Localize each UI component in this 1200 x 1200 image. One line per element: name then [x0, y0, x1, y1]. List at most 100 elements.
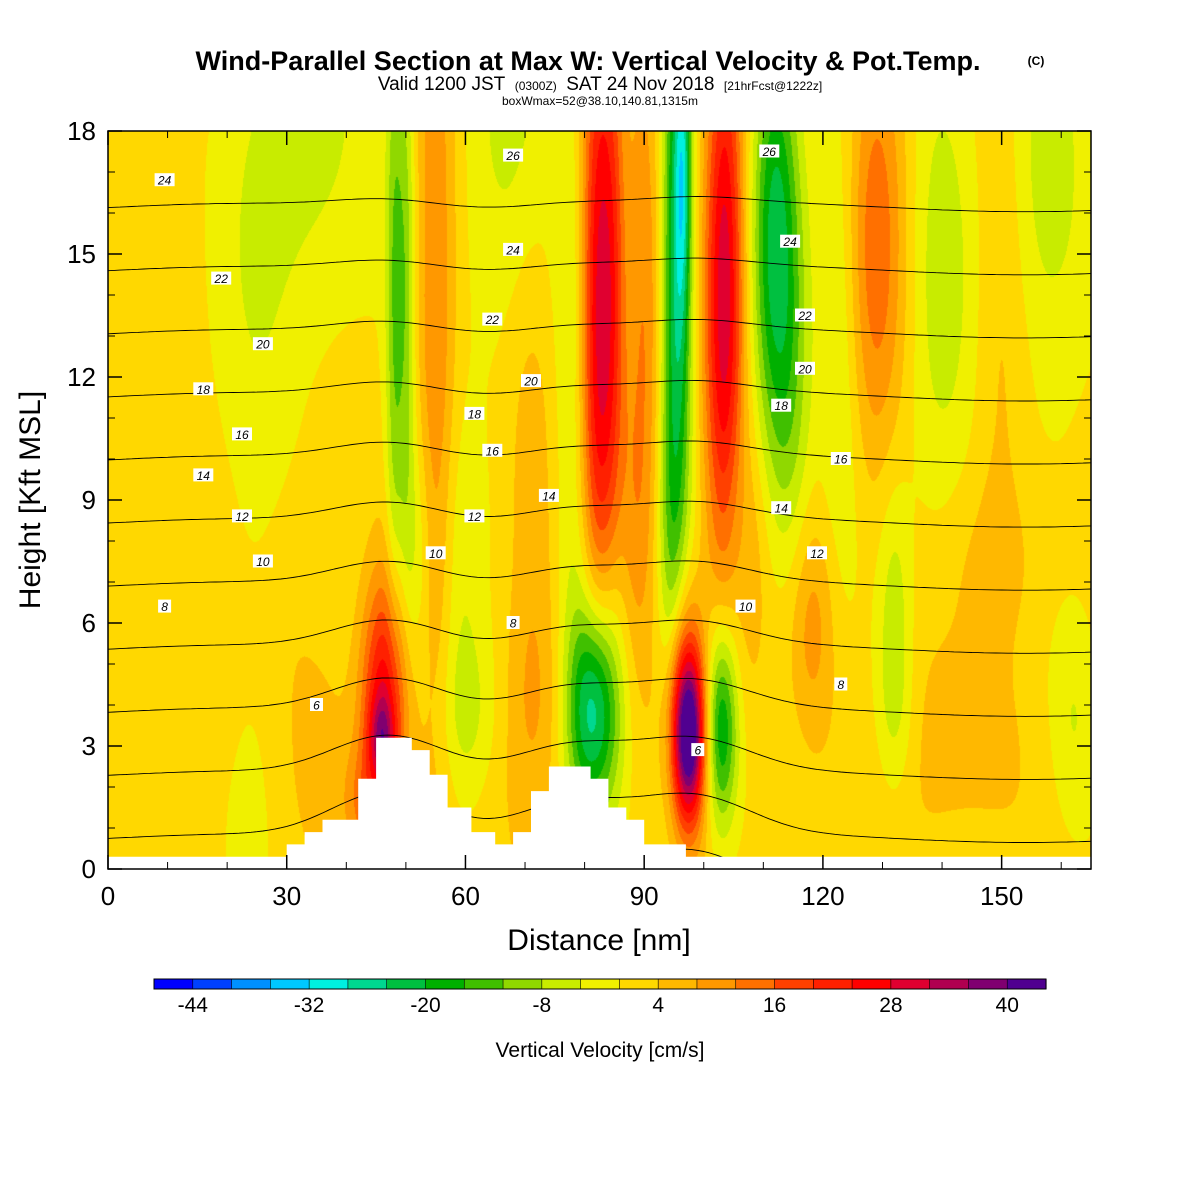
theta-contour-14 — [108, 560, 1091, 591]
contour-label-10: 10 — [252, 554, 273, 569]
contour-label-box — [771, 398, 792, 412]
contour-label-box — [232, 427, 252, 441]
contour-label-box — [759, 144, 780, 158]
colorbar-swatch — [774, 979, 814, 989]
contour-label-box — [252, 337, 273, 351]
colorbar-swatch — [619, 979, 659, 989]
contour-label-text: 8 — [510, 617, 517, 631]
contour-label-text: 18 — [468, 407, 482, 421]
colorbar-label: 4 — [652, 994, 664, 1017]
copyright-mark: (C) — [1028, 54, 1045, 68]
contour-label-box — [482, 443, 503, 457]
colorbar-swatch — [735, 979, 776, 989]
contour-label-text: 12 — [235, 510, 249, 524]
contour-label-text: 20 — [255, 338, 270, 352]
contour-label-box — [830, 452, 851, 465]
contour-label-box — [464, 406, 485, 420]
contour-label-text: 22 — [214, 272, 229, 286]
contour-label-26: 26 — [759, 144, 780, 159]
colorbar-swatch — [231, 979, 271, 989]
contour-label-text: 10 — [739, 600, 753, 614]
colorbar-label: -44 — [178, 994, 209, 1017]
contour-label-text: 10 — [256, 555, 270, 569]
contour-label-text: 18 — [197, 383, 211, 397]
contour-label-text: 14 — [775, 502, 789, 516]
contour-label-6: 6 — [310, 698, 323, 713]
contour-label-box — [506, 616, 520, 629]
contour-label-18: 18 — [464, 406, 485, 421]
contour-label-6: 6 — [691, 743, 705, 758]
contour-label-22: 22 — [482, 312, 503, 327]
y-tick-label: 3 — [82, 731, 96, 761]
plot-area: 24 22 20 18 16 14 12 10 8 6 26 24 22 20 18 16 14 12 10 8 26 2… — [108, 131, 1091, 869]
theta-contour-18 — [108, 440, 1091, 465]
colorbar-swatch — [1007, 979, 1047, 989]
contour-label-20: 20 — [252, 337, 273, 352]
theta-contour-6 — [108, 790, 1091, 843]
contour-label-box — [154, 173, 175, 187]
contour-label-box — [735, 599, 756, 613]
contour-label-22: 22 — [795, 308, 815, 323]
y-tick-label: 18 — [67, 116, 96, 146]
contour-label-14: 14 — [193, 468, 214, 483]
contour-label-text: 20 — [797, 362, 812, 376]
contour-label-box — [538, 488, 559, 502]
x-axis-title: Distance [nm] — [507, 924, 690, 957]
contour-label-text: 14 — [542, 489, 556, 503]
theta-contour-10 — [108, 677, 1091, 717]
colorbar-title: Vertical Velocity [cm/s] — [496, 1039, 705, 1062]
colorbar-swatch — [503, 979, 543, 989]
colorbar-swatch — [309, 979, 349, 989]
contour-label-14: 14 — [538, 488, 559, 503]
colorbar-label: -20 — [410, 994, 440, 1017]
contour-label-12: 12 — [464, 509, 485, 524]
contour-label-10: 10 — [425, 546, 446, 561]
contour-label-box — [503, 148, 524, 162]
contour-label-text: 20 — [523, 375, 538, 389]
contour-label-20: 20 — [521, 374, 541, 389]
contour-label-box — [425, 546, 446, 560]
contour-label-text: 24 — [782, 235, 797, 249]
x-tick-label: 0 — [101, 881, 115, 911]
contour-label-text: 26 — [505, 149, 520, 163]
valid-line: Valid 1200 JST (0300Z) SAT 24 Nov 2018 [… — [378, 74, 822, 95]
contour-label-text: 22 — [485, 313, 500, 327]
theta-contour-16 — [108, 500, 1091, 528]
contour-label-box — [795, 308, 815, 322]
y-tick-label: 12 — [67, 362, 96, 392]
axis-ticks: 0 30 60 90 120 150 0 3 6 9 12 15 18 — [67, 116, 1091, 911]
colorbar-swatch — [541, 979, 582, 989]
colorbar-swatch — [192, 979, 233, 989]
x-tick-label: 90 — [630, 881, 659, 911]
contour-label-text: 6 — [694, 744, 701, 758]
contour-label-text: 12 — [810, 547, 824, 561]
theta-contour-20 — [108, 379, 1091, 402]
contour-label-8: 8 — [834, 677, 848, 692]
y-tick-label: 9 — [82, 485, 96, 515]
contour-label-box — [780, 234, 801, 248]
contour-label-18: 18 — [771, 398, 792, 413]
contour-label-16: 16 — [482, 443, 503, 458]
zulu-time: (0300Z) — [515, 79, 557, 93]
colorbar-swatch — [154, 979, 194, 989]
contour-label-box — [834, 677, 848, 691]
contour-label-text: 12 — [468, 510, 482, 524]
contour-label-10: 10 — [735, 599, 756, 614]
contour-label-box — [252, 554, 273, 568]
colorbar-swatch — [270, 979, 310, 989]
colorbar-label: -32 — [294, 994, 324, 1017]
contour-label-text: 16 — [486, 444, 500, 458]
contour-label-text: 14 — [197, 469, 211, 483]
colorbar-frame — [153, 978, 1047, 990]
valid-prefix: Valid 1200 JST — [378, 74, 506, 95]
contour-label-text: 24 — [505, 243, 520, 257]
contour-label-text: 16 — [834, 453, 848, 467]
contour-label-box — [771, 501, 792, 515]
contour-label-box — [158, 599, 172, 613]
y-tick-label: 0 — [82, 854, 96, 884]
colorbar-swatch — [968, 979, 1008, 989]
colorbar-swatch — [813, 979, 853, 989]
contour-label-box — [807, 546, 827, 560]
contour-label-text: 24 — [157, 174, 172, 188]
